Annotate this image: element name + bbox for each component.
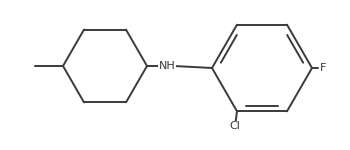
Text: F: F [320, 63, 326, 73]
Text: Cl: Cl [230, 121, 240, 131]
Text: NH: NH [159, 61, 175, 71]
